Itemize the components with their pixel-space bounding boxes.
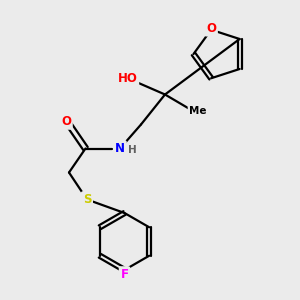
Text: O: O — [61, 115, 71, 128]
Text: Me: Me — [189, 106, 207, 116]
Text: O: O — [206, 22, 216, 35]
Text: F: F — [121, 268, 128, 281]
Text: N: N — [115, 142, 125, 155]
Text: H: H — [128, 145, 137, 155]
Text: HO: HO — [118, 71, 137, 85]
Text: S: S — [83, 193, 91, 206]
